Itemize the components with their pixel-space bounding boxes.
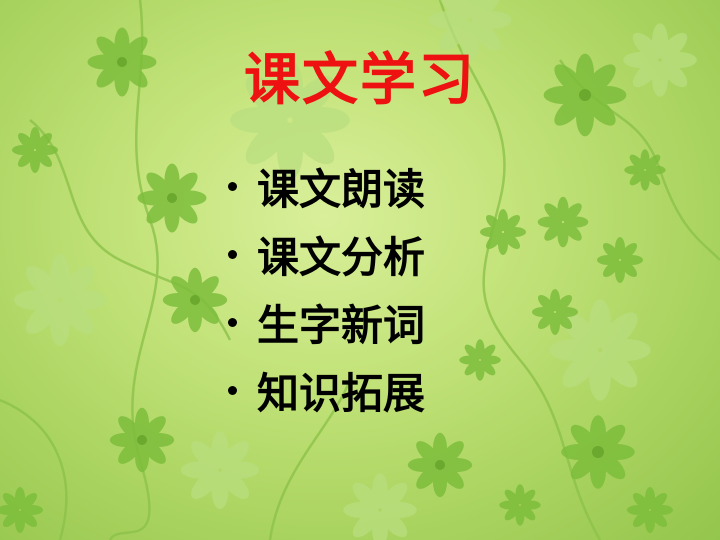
bullet-icon bbox=[228, 385, 237, 395]
bullet-icon bbox=[228, 317, 237, 327]
list-item: 课文朗读 bbox=[228, 152, 425, 220]
list-item: 生字新词 bbox=[228, 288, 425, 356]
list-item-label: 生字新词 bbox=[257, 300, 426, 350]
bullet-icon bbox=[228, 181, 237, 191]
bullet-list: 课文朗读 课文分析 生字新词 知识拓展 bbox=[228, 152, 425, 424]
list-item: 知识拓展 bbox=[228, 356, 425, 424]
bullet-icon bbox=[228, 249, 237, 259]
slide-title: 课文学习 bbox=[244, 48, 476, 113]
list-item-label: 课文分析 bbox=[257, 232, 426, 282]
list-item-label: 知识拓展 bbox=[257, 368, 426, 418]
list-item: 课文分析 bbox=[228, 220, 425, 288]
list-item-label: 课文朗读 bbox=[257, 164, 426, 214]
